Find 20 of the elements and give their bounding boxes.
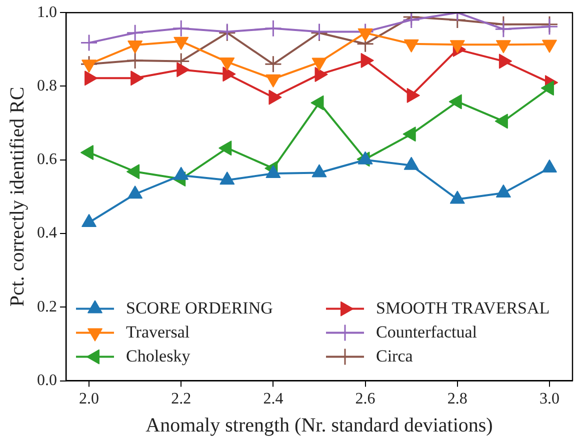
legend-label: SMOOTH TRAVERSAL <box>376 298 550 318</box>
x-axis-title: Anomaly strength (Nr. standard deviations) <box>146 414 493 436</box>
y-tick-label: 1.0 <box>37 4 57 21</box>
y-tick-label: 0.6 <box>37 151 57 168</box>
x-tick-label: 2.0 <box>79 390 100 408</box>
y-tick-label: 0.2 <box>37 298 57 316</box>
x-tick-label: 2.4 <box>263 390 284 408</box>
legend-label: Counterfactual <box>376 322 478 342</box>
x-tick-label: 2.8 <box>447 390 468 408</box>
y-tick-label: 0.8 <box>37 77 57 94</box>
legend-label: Circa <box>376 346 414 366</box>
y-tick-label: 0.0 <box>37 372 57 390</box>
legend-label: Traversal <box>126 322 190 342</box>
x-tick-label: 2.2 <box>171 390 192 408</box>
x-tick-label: 3.0 <box>539 390 560 408</box>
x-tick-label: 2.6 <box>355 390 376 408</box>
legend-label: SCORE ORDERING <box>126 298 273 318</box>
y-tick-label: 0.4 <box>37 224 57 242</box>
y-axis-title: Pct. correctly identified RC <box>6 86 28 307</box>
legend-label: Cholesky <box>126 346 191 366</box>
